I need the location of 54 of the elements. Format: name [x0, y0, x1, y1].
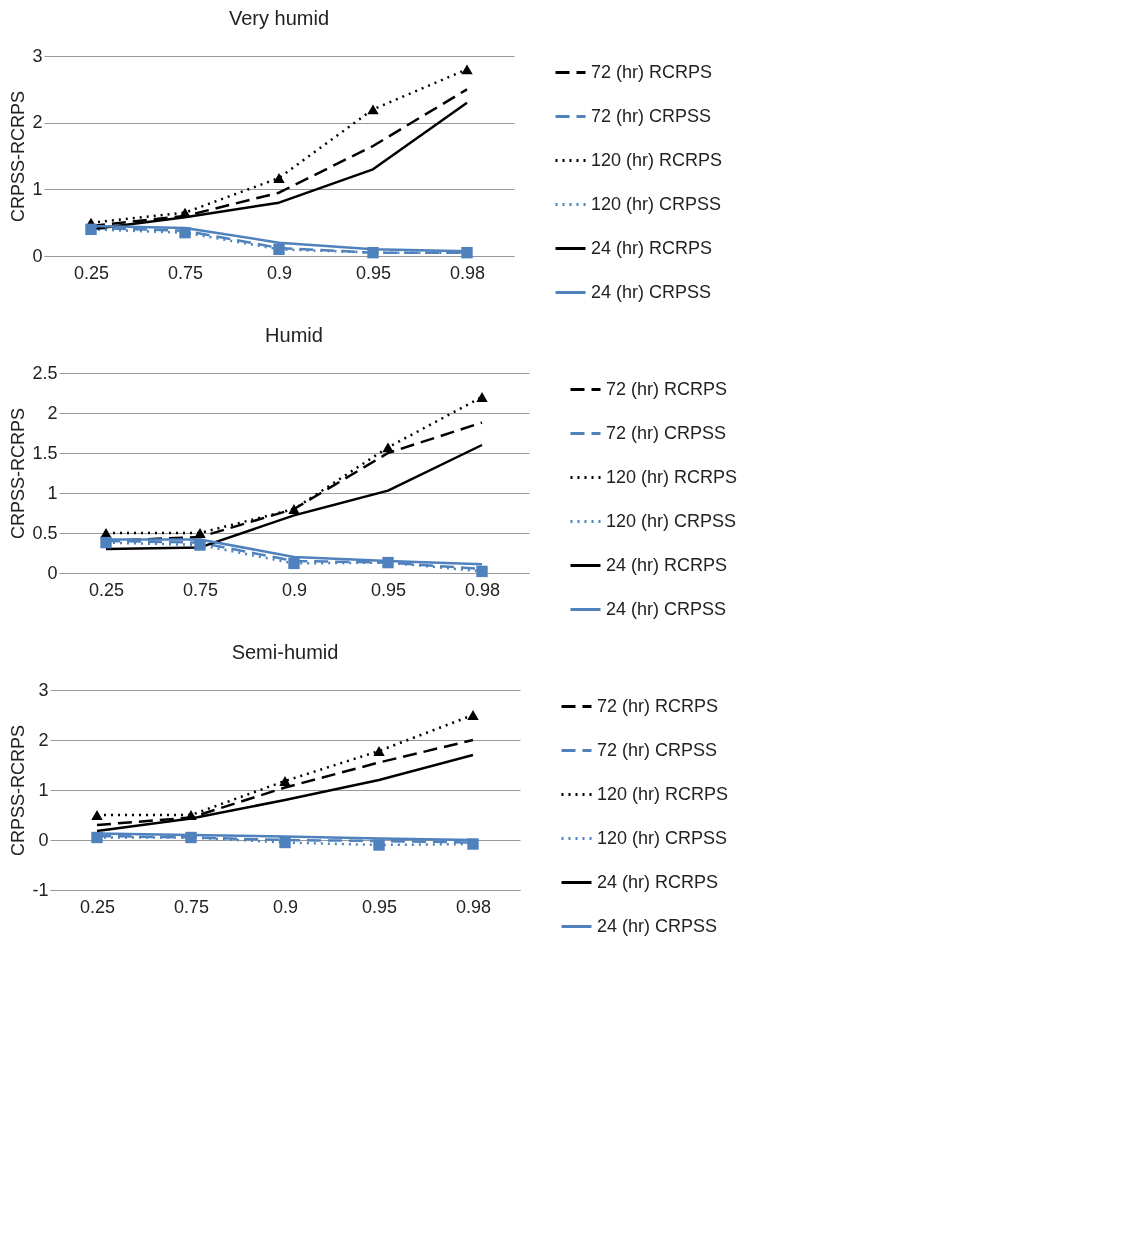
- y-tick-label: 1: [47, 482, 58, 503]
- y-tick-label: 0: [47, 562, 58, 583]
- legend-label: 24 (hr) CRPSS: [591, 281, 712, 302]
- legend-label: 120 (hr) CRPSS: [606, 510, 737, 531]
- x-tick-label: 0.98: [464, 579, 501, 600]
- x-tick-label: 0.95: [370, 579, 407, 600]
- chart-title: Very humid: [228, 7, 330, 29]
- y-tick-label: 0: [32, 245, 43, 266]
- legend-label: 72 (hr) RCRPS: [597, 695, 719, 716]
- legend-label: 24 (hr) RCRPS: [606, 554, 728, 575]
- y-tick-label: 2.5: [32, 362, 58, 383]
- x-tick-label: 0.9: [272, 896, 299, 917]
- x-tick-label: 0.75: [182, 579, 219, 600]
- x-tick-label: 0.25: [88, 579, 125, 600]
- legend-label: 72 (hr) CRPSS: [591, 105, 712, 126]
- legend-label: 24 (hr) CRPSS: [606, 598, 727, 619]
- legend-label: 120 (hr) RCRPS: [591, 149, 723, 170]
- legend-label: 72 (hr) CRPSS: [606, 422, 727, 443]
- legend-label: 24 (hr) CRPSS: [597, 915, 718, 936]
- y-tick-label: 1.5: [32, 442, 58, 463]
- y-axis-title: CRPSS-RCRPS: [8, 90, 29, 223]
- chart-title: Semi-humid: [231, 641, 339, 663]
- y-axis-title: CRPSS-RCRPS: [8, 724, 29, 857]
- legend-label: 120 (hr) CRPSS: [591, 193, 722, 214]
- legend-label: 72 (hr) RCRPS: [591, 61, 713, 82]
- y-tick-label: 1: [38, 779, 49, 800]
- legend-label: 120 (hr) RCRPS: [597, 783, 729, 804]
- x-tick-label: 0.9: [266, 262, 293, 283]
- legend-label: 24 (hr) RCRPS: [591, 237, 713, 258]
- x-tick-label: 0.98: [449, 262, 486, 283]
- legend-label: 120 (hr) CRPSS: [597, 827, 728, 848]
- x-tick-label: 0.75: [167, 262, 204, 283]
- x-tick-label: 0.95: [355, 262, 392, 283]
- x-tick-label: 0.75: [173, 896, 210, 917]
- x-tick-label: 0.98: [455, 896, 492, 917]
- y-tick-label: 2: [32, 112, 43, 133]
- y-tick-label: 3: [32, 45, 43, 66]
- legend-label: 24 (hr) RCRPS: [597, 871, 719, 892]
- y-tick-label: 3: [38, 679, 49, 700]
- legend-label: 72 (hr) CRPSS: [597, 739, 718, 760]
- y-tick-label: -1: [32, 879, 49, 900]
- x-tick-label: 0.9: [281, 579, 308, 600]
- y-tick-label: 0.5: [32, 522, 58, 543]
- x-tick-label: 0.95: [361, 896, 398, 917]
- x-tick-label: 0.25: [79, 896, 116, 917]
- x-tick-label: 0.25: [73, 262, 110, 283]
- legend-label: 120 (hr) RCRPS: [606, 466, 738, 487]
- y-tick-label: 2: [47, 402, 58, 423]
- legend-label: 72 (hr) RCRPS: [606, 378, 728, 399]
- chart-title: Humid: [265, 324, 323, 346]
- y-axis-title: CRPSS-RCRPS: [8, 407, 29, 540]
- y-tick-label: 2: [38, 729, 49, 750]
- y-tick-label: 1: [32, 178, 43, 199]
- y-tick-label: 0: [38, 829, 49, 850]
